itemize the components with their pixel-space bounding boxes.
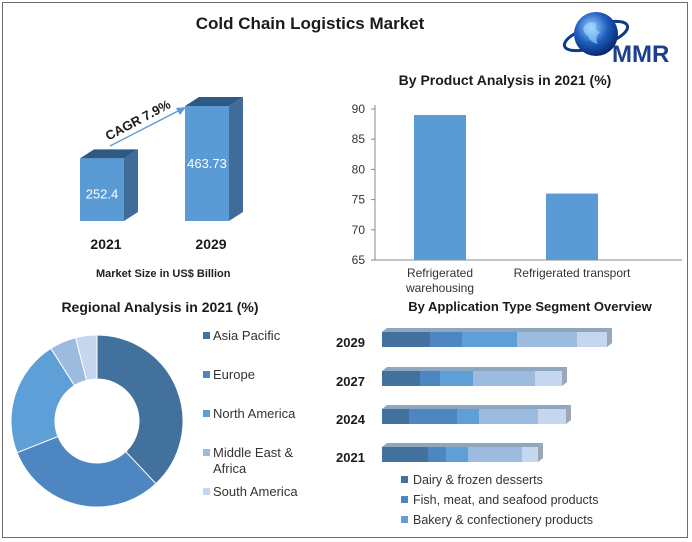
application-bar-segment <box>468 447 522 462</box>
donut-slice <box>96 334 184 485</box>
market-size-chart: 252.4 2021 463.73 2029 CAGR 7.9% <box>80 96 243 252</box>
product-y-tick-label: 85 <box>352 132 366 146</box>
market-year-label: 2021 <box>90 236 121 252</box>
regional-legend-label: North America <box>213 406 296 421</box>
application-year-label: 2021 <box>336 450 365 465</box>
application-bar-segment <box>382 371 420 386</box>
application-legend-label: Fish, meat, and seafood products <box>413 493 599 507</box>
donut-slice <box>75 334 98 381</box>
mmr-logo: MMR <box>562 12 669 68</box>
donut-slice <box>10 347 76 454</box>
application-bar-segment <box>538 409 566 424</box>
application-bar-segment <box>382 409 409 424</box>
regional-legend-swatch <box>203 371 210 378</box>
regional-legend-swatch <box>203 449 210 456</box>
market-bar-side <box>229 97 243 221</box>
application-bar-segment <box>473 371 535 386</box>
application-bar-segment <box>522 447 538 462</box>
application-bar-top <box>382 367 567 371</box>
regional-legend-label: South America <box>213 484 298 499</box>
application-bar-top <box>382 405 571 409</box>
page-title: Cold Chain Logistics Market <box>195 14 425 33</box>
regional-legend-label: Asia Pacific <box>213 328 281 343</box>
application-bar-segment <box>535 371 562 386</box>
product-bar <box>546 193 598 260</box>
application-bar-side <box>607 328 612 347</box>
application-legend-swatch <box>401 476 408 483</box>
product-y-tick-label: 75 <box>352 193 366 207</box>
application-legend-label: Dairy & frozen desserts <box>413 473 543 487</box>
application-bar-segment <box>428 447 446 462</box>
application-bar-segment <box>577 332 607 347</box>
market-bar-top <box>185 97 243 106</box>
application-segment-chart: 2029 2027 2024 2021 Dairy & frozen desserts F… <box>336 328 612 527</box>
application-bar-segment <box>446 447 468 462</box>
cagr-arrow <box>109 109 181 147</box>
product-y-tick-label: 70 <box>352 223 366 237</box>
globe-continents-icon <box>583 22 600 44</box>
application-year-label: 2024 <box>336 412 366 427</box>
product-category-label: Refrigerated transport <box>514 266 631 280</box>
application-bar-segment <box>382 332 430 347</box>
application-bar-top <box>382 328 612 332</box>
application-chart-title: By Application Type Segment Overview <box>408 299 652 314</box>
application-bar-side <box>538 443 543 462</box>
application-legend-label: Bakery & confectionery products <box>413 513 593 527</box>
market-bar-side <box>124 149 138 221</box>
application-bar-segment <box>430 332 462 347</box>
logo-text: MMR <box>612 41 669 68</box>
product-y-tick-label: 65 <box>352 253 366 267</box>
application-legend-swatch <box>401 496 408 503</box>
regional-legend-label: Europe <box>213 367 255 382</box>
regional-legend-swatch <box>203 488 210 495</box>
regional-legend-label: Middle East & Africa <box>213 445 294 476</box>
market-bar-value-label: 463.73 <box>187 156 227 171</box>
application-bar-segment <box>517 332 577 347</box>
regional-donut-chart: Asia Pacific Europe North America Middle Ea… <box>10 328 298 508</box>
application-bar-side <box>562 367 567 386</box>
market-bar-value-label: 252.4 <box>86 186 119 201</box>
cagr-arrowhead-icon <box>176 107 186 115</box>
application-bar-segment <box>479 409 538 424</box>
regional-legend-swatch <box>203 332 210 339</box>
application-bar-top <box>382 443 543 447</box>
product-analysis-chart: 65 70 75 80 85 90 Refrigerated warehousing Refri… <box>352 102 682 295</box>
product-bar <box>414 115 466 260</box>
cagr-label: CAGR 7.9% <box>103 96 174 143</box>
market-bar-top <box>80 149 138 159</box>
application-year-label: 2029 <box>336 335 365 350</box>
application-year-label: 2027 <box>336 374 365 389</box>
application-legend-swatch <box>401 516 408 523</box>
application-bar-segment <box>462 332 517 347</box>
market-bar <box>185 106 229 221</box>
regional-legend-swatch <box>203 410 210 417</box>
application-bar-side <box>566 405 571 424</box>
application-bar-segment <box>420 371 440 386</box>
product-category-label: Refrigerated warehousing <box>405 266 474 295</box>
market-bar <box>80 158 124 221</box>
regional-chart-title: Regional Analysis in 2021 (%) <box>61 299 259 315</box>
application-bar-segment <box>409 409 457 424</box>
product-y-tick-label: 80 <box>352 162 366 176</box>
application-bar-segment <box>440 371 473 386</box>
application-bar-segment <box>457 409 479 424</box>
application-bar-segment <box>382 447 428 462</box>
product-y-tick-label: 90 <box>352 102 366 116</box>
donut-slice <box>16 435 157 508</box>
market-year-label: 2029 <box>195 236 226 252</box>
market-size-caption: Market Size in US$ Billion <box>96 268 231 280</box>
product-chart-title: By Product Analysis in 2021 (%) <box>398 72 612 88</box>
